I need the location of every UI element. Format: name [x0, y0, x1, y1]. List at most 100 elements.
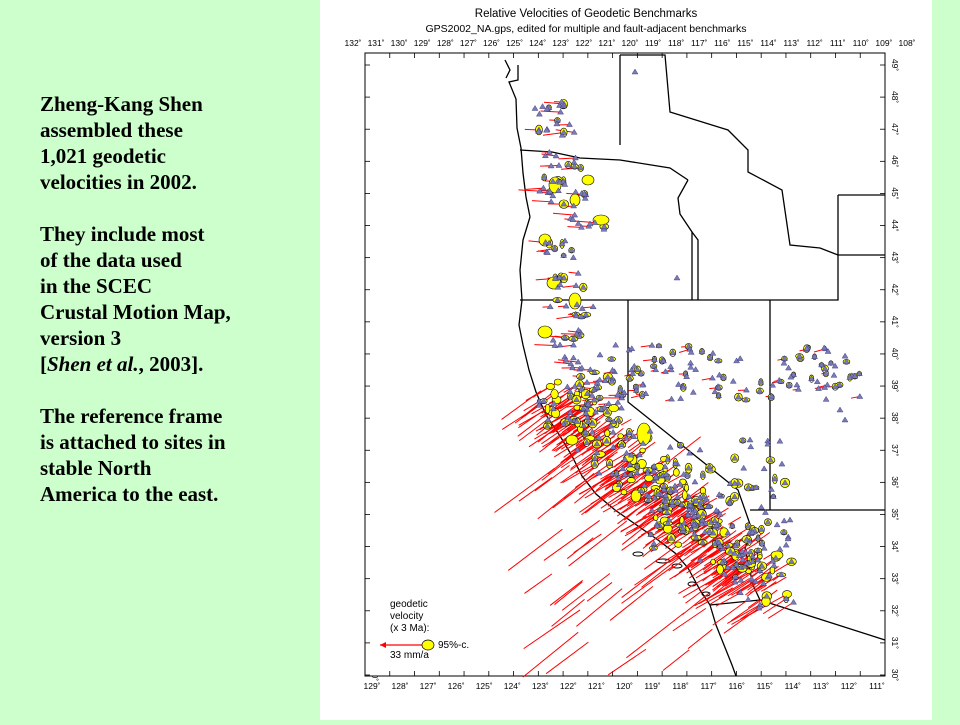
text-line: version 3 — [40, 325, 310, 351]
citation-authors: Shen et al. — [47, 352, 139, 376]
error-ellipse — [545, 404, 550, 413]
latitude-label: 35˚ — [890, 508, 900, 520]
longitude-label: 124˚ — [529, 38, 546, 48]
longitude-label: 113˚ — [813, 681, 830, 691]
text-line: assembled these — [40, 117, 310, 143]
error-ellipse — [551, 389, 558, 398]
error-ellipse — [640, 448, 646, 453]
error-ellipse — [782, 591, 791, 598]
text-line: Zheng-Kang Shen — [40, 91, 310, 117]
latitude-label: 48˚ — [890, 91, 900, 103]
legend-line-1: geodetic — [390, 599, 428, 610]
error-ellipse — [618, 434, 624, 439]
error-ellipse — [538, 326, 552, 338]
legend-line-3: (x 3 Ma): — [390, 623, 429, 634]
error-ellipse — [626, 467, 635, 472]
latitude-label: 33˚ — [890, 573, 900, 585]
longitude-label: 128˚ — [392, 681, 409, 691]
latitude-label: 45˚ — [890, 187, 900, 199]
longitude-label: 122˚ — [560, 681, 577, 691]
longitude-label: 115˚ — [737, 38, 754, 48]
error-ellipse — [621, 490, 627, 495]
longitude-label: 124˚ — [504, 681, 521, 691]
right-latitude-labels: 49˚48˚47˚46˚45˚44˚43˚42˚41˚40˚39˚38˚37˚3… — [890, 59, 900, 681]
error-ellipse — [566, 435, 578, 445]
longitude-label: 129˚ — [363, 681, 380, 691]
text-line: stable North — [40, 455, 310, 481]
longitude-label: 129˚ — [414, 38, 431, 48]
latitude-label: 39˚ — [890, 380, 900, 392]
text-line: velocities in 2002. — [40, 169, 310, 195]
latitude-label: 32˚ — [890, 605, 900, 617]
error-ellipse — [554, 379, 561, 385]
error-ellipse — [627, 478, 635, 483]
latitude-label: 31˚ — [890, 637, 900, 649]
legend-line-2: velocity — [390, 611, 423, 622]
longitude-label: 126˚ — [483, 38, 500, 48]
description-text: Zheng-Kang Shen assembled these 1,021 ge… — [40, 91, 310, 533]
longitude-label: 120˚ — [621, 38, 638, 48]
latitude-label: 43˚ — [890, 251, 900, 263]
longitude-label: 118˚ — [672, 681, 689, 691]
error-ellipse — [582, 175, 594, 185]
text-line: 1,021 geodetic — [40, 143, 310, 169]
longitude-label: 121˚ — [598, 38, 615, 48]
map-frame — [365, 53, 885, 676]
longitude-label: 108˚ — [898, 38, 915, 48]
longitude-label: 116˚ — [729, 681, 746, 691]
latitude-label: 30˚ — [890, 669, 900, 681]
longitude-label: 128˚ — [437, 38, 454, 48]
latitude-label: 38˚ — [890, 412, 900, 424]
legend-ellipse-label: 95%-c. — [438, 640, 469, 651]
longitude-label: 114˚ — [785, 681, 802, 691]
longitude-label: 127˚ — [460, 38, 477, 48]
longitude-label: 125˚ — [506, 38, 523, 48]
error-ellipse — [637, 423, 651, 445]
error-ellipse — [546, 383, 555, 389]
longitude-label: 112˚ — [841, 681, 858, 691]
latitude-label: 47˚ — [890, 123, 900, 135]
longitude-label: 125˚ — [476, 681, 493, 691]
longitude-label: 117˚ — [700, 681, 717, 691]
longitude-label: 111˚ — [869, 681, 885, 691]
citation-prefix: [ — [40, 352, 47, 376]
right-margin-strip — [932, 0, 960, 720]
latitude-label: 37˚ — [890, 444, 900, 456]
latitude-label: 44˚ — [890, 219, 900, 231]
longitude-label: 110˚ — [853, 38, 870, 48]
longitude-label: 117˚ — [691, 38, 708, 48]
citation-suffix: , 2003]. — [139, 352, 204, 376]
legend-rate-label: 33 mm/a — [390, 650, 429, 661]
longitude-label: 109˚ — [875, 38, 892, 48]
bottom-longitude-labels: 129˚128˚127˚126˚125˚124˚123˚122˚121˚120˚… — [363, 681, 885, 691]
longitude-label: 116˚ — [714, 38, 731, 48]
error-ellipse — [711, 559, 716, 565]
longitude-label: 119˚ — [645, 38, 662, 48]
latitude-label: 34˚ — [890, 540, 900, 552]
legend-ellipse — [422, 640, 434, 650]
longitude-label: 114˚ — [760, 38, 777, 48]
paragraph-reference-frame: The reference frame is attached to sites… — [40, 403, 310, 507]
error-ellipse — [605, 430, 610, 437]
text-line: They include most — [40, 221, 310, 247]
text-line: in the SCEC — [40, 273, 310, 299]
longitude-label: 130˚ — [391, 38, 408, 48]
longitude-label: 118˚ — [668, 38, 685, 48]
longitude-label: 126˚ — [448, 681, 465, 691]
paragraph-data-source: They include most of the data used in th… — [40, 221, 310, 377]
error-ellipse — [717, 565, 724, 575]
paragraph-author: Zheng-Kang Shen assembled these 1,021 ge… — [40, 91, 310, 195]
latitude-label: 46˚ — [890, 155, 900, 167]
error-ellipse — [654, 515, 659, 521]
latitude-label: 40˚ — [890, 348, 900, 360]
latitude-label: 36˚ — [890, 476, 900, 488]
longitude-label: 112˚ — [806, 38, 823, 48]
longitude-label: 120˚ — [616, 681, 633, 691]
error-ellipse — [570, 194, 580, 206]
text-line: of the data used — [40, 247, 310, 273]
longitude-label: 113˚ — [783, 38, 800, 48]
longitude-label: 123˚ — [552, 38, 569, 48]
map-title: Relative Velocities of Geodetic Benchmar… — [475, 8, 698, 20]
text-line: The reference frame — [40, 403, 310, 429]
latitude-label: 49˚ — [890, 59, 900, 71]
